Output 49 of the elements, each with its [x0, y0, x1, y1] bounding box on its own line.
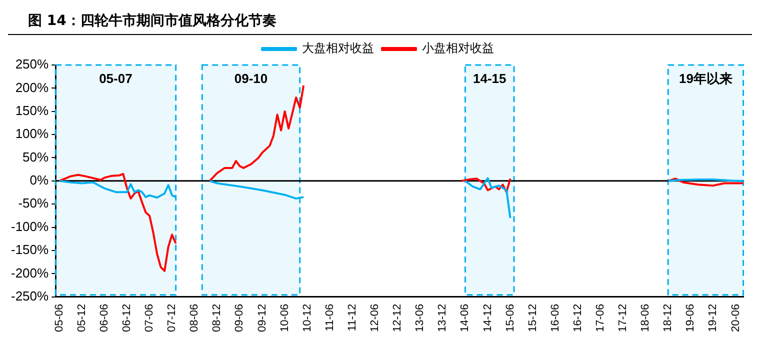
x-tick-label: 18-06 — [640, 304, 652, 332]
x-tick-label: 19-06 — [684, 304, 697, 332]
x-tick-label: 06-06 — [98, 304, 110, 332]
band-label: 09-10 — [234, 71, 268, 86]
x-tick-label: 07-06 — [144, 304, 156, 332]
x-tick-label: 19-12 — [707, 304, 720, 332]
x-tick-label: 07-12 — [166, 304, 178, 332]
band-label: 14-15 — [472, 71, 506, 86]
x-tick-label: 10-06 — [278, 304, 291, 332]
x-tick-label: 05-12 — [76, 304, 88, 332]
x-tick-label: 14-06 — [459, 304, 472, 332]
x-tick-label: 08-12 — [211, 304, 224, 332]
x-tick-label: 13-12 — [436, 304, 449, 332]
legend-label: 小盘相对收益 — [422, 41, 494, 56]
y-tick-label: -200% — [11, 265, 50, 280]
x-tick-label: 09-12 — [256, 304, 268, 332]
x-tick-label: 11-06 — [324, 304, 336, 332]
legend-label: 大盘相对收益 — [302, 41, 374, 56]
y-tick-label: -100% — [11, 218, 50, 234]
x-tick-label: 15-12 — [526, 304, 539, 332]
y-tick-label: -50% — [18, 196, 50, 211]
x-tick-label: 13-06 — [414, 304, 426, 332]
x-tick-label: 16-06 — [549, 304, 562, 332]
x-tick-label: 11-12 — [346, 304, 358, 332]
chart-title: 图 14：四轮牛市期间市值风格分化节奏 — [8, 8, 752, 35]
band-label: 05-07 — [99, 71, 132, 86]
x-tick-label: 08-06 — [188, 304, 201, 332]
y-tick-label: 100% — [15, 126, 50, 142]
x-tick-label: 14-12 — [482, 304, 494, 332]
x-tick-label: 05-06 — [53, 304, 66, 332]
y-tick-label: -150% — [11, 242, 50, 258]
y-tick-label: 150% — [15, 102, 50, 118]
x-tick-label: 17-12 — [617, 304, 630, 332]
x-tick-label: 12-06 — [369, 304, 382, 332]
x-tick-label: 16-12 — [572, 304, 584, 332]
x-tick-label: 17-06 — [594, 304, 607, 332]
x-tick-label: 18-12 — [662, 304, 674, 332]
x-tick-label: 20-06 — [730, 304, 742, 332]
x-tick-label: 15-06 — [504, 304, 516, 332]
y-tick-label: 0% — [30, 172, 50, 188]
x-tick-label: 06-12 — [121, 304, 134, 332]
y-tick-label: 200% — [15, 80, 50, 95]
band-label: 19年以来 — [678, 71, 732, 86]
y-tick-label: 50% — [22, 149, 50, 164]
y-tick-label: -250% — [11, 288, 50, 304]
x-tick-label: 12-12 — [392, 304, 404, 332]
y-tick-label: 250% — [15, 56, 50, 72]
x-tick-label: 09-06 — [234, 304, 246, 332]
x-tick-label: 10-12 — [301, 304, 314, 332]
